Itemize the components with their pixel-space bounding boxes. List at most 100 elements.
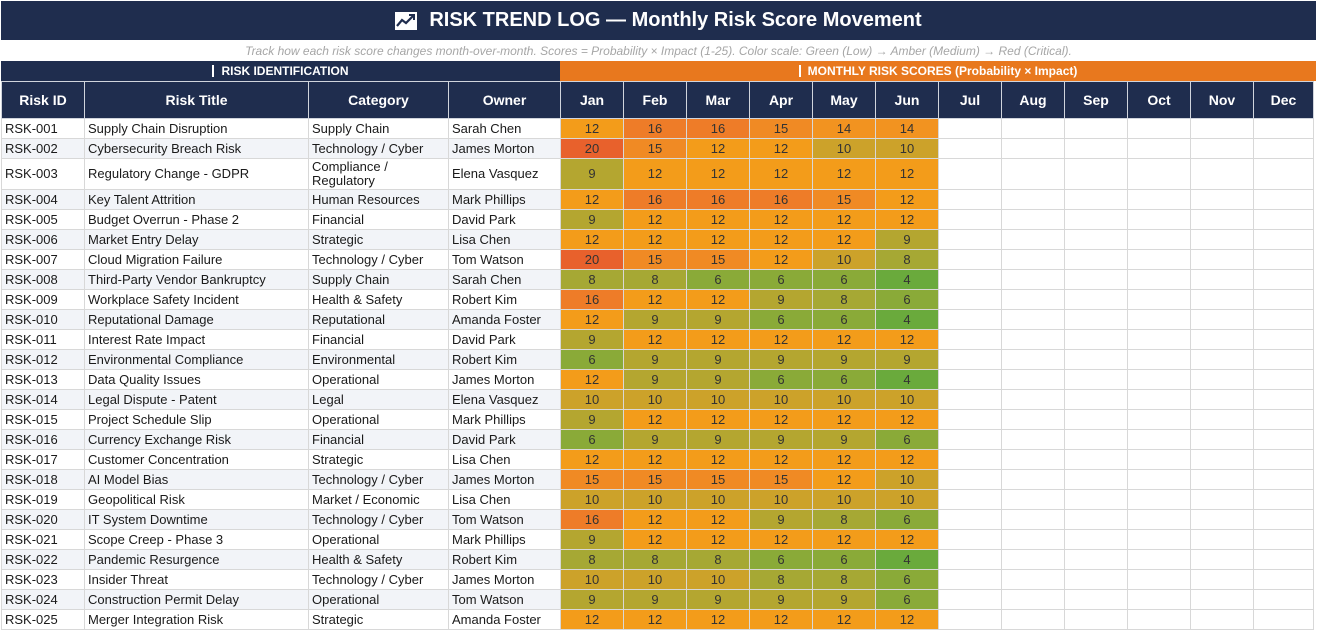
cell-score[interactable]: 12 <box>560 189 624 210</box>
cell-score-empty[interactable] <box>1190 529 1254 550</box>
cell-risk-title[interactable]: Legal Dispute - Patent <box>84 389 309 410</box>
cell-score[interactable]: 6 <box>875 569 939 590</box>
cell-category[interactable]: Operational <box>308 369 449 390</box>
cell-owner[interactable]: Mark Phillips <box>448 409 561 430</box>
cell-score[interactable]: 12 <box>623 158 687 190</box>
col-header-month[interactable]: Jul <box>938 81 1002 119</box>
cell-score-empty[interactable] <box>1253 589 1314 610</box>
cell-category[interactable]: Financial <box>308 429 449 450</box>
cell-score-empty[interactable] <box>1253 389 1314 410</box>
cell-score[interactable]: 16 <box>560 509 624 530</box>
cell-risk-title[interactable]: Key Talent Attrition <box>84 189 309 210</box>
cell-score[interactable]: 12 <box>875 529 939 550</box>
cell-score[interactable]: 12 <box>875 189 939 210</box>
cell-score[interactable]: 12 <box>749 229 813 250</box>
cell-score[interactable]: 10 <box>686 489 750 510</box>
cell-score-empty[interactable] <box>1253 609 1314 630</box>
cell-score[interactable]: 12 <box>812 449 876 470</box>
cell-score[interactable]: 8 <box>560 549 624 570</box>
cell-score[interactable]: 12 <box>812 229 876 250</box>
cell-risk-id[interactable]: RSK-016 <box>1 429 85 450</box>
cell-risk-id[interactable]: RSK-022 <box>1 549 85 570</box>
cell-risk-title[interactable]: Currency Exchange Risk <box>84 429 309 450</box>
cell-risk-title[interactable]: Geopolitical Risk <box>84 489 309 510</box>
cell-category[interactable]: Financial <box>308 329 449 350</box>
cell-score[interactable]: 8 <box>812 509 876 530</box>
cell-score-empty[interactable] <box>938 289 1002 310</box>
cell-score-empty[interactable] <box>1064 229 1128 250</box>
cell-score-empty[interactable] <box>1190 589 1254 610</box>
cell-score-empty[interactable] <box>938 118 1002 139</box>
cell-score-empty[interactable] <box>1253 549 1314 570</box>
cell-score-empty[interactable] <box>1127 289 1191 310</box>
cell-score-empty[interactable] <box>1253 349 1314 370</box>
col-header-category[interactable]: Category <box>308 81 449 119</box>
cell-score-empty[interactable] <box>938 309 1002 330</box>
cell-score[interactable]: 12 <box>686 289 750 310</box>
cell-risk-id[interactable]: RSK-021 <box>1 529 85 550</box>
cell-score-empty[interactable] <box>1190 229 1254 250</box>
cell-score[interactable]: 12 <box>812 609 876 630</box>
cell-score-empty[interactable] <box>1253 369 1314 390</box>
cell-score[interactable]: 9 <box>686 309 750 330</box>
cell-risk-title[interactable]: Insider Threat <box>84 569 309 590</box>
col-header-month[interactable]: Aug <box>1001 81 1065 119</box>
cell-score[interactable]: 9 <box>560 329 624 350</box>
cell-score[interactable]: 9 <box>749 509 813 530</box>
col-header-month[interactable]: May <box>812 81 876 119</box>
cell-score-empty[interactable] <box>1190 349 1254 370</box>
cell-score-empty[interactable] <box>1190 369 1254 390</box>
cell-score-empty[interactable] <box>1190 469 1254 490</box>
cell-score-empty[interactable] <box>1190 549 1254 570</box>
cell-score[interactable]: 4 <box>875 369 939 390</box>
cell-score[interactable]: 15 <box>812 189 876 210</box>
cell-risk-title[interactable]: Construction Permit Delay <box>84 589 309 610</box>
cell-score-empty[interactable] <box>938 269 1002 290</box>
cell-score-empty[interactable] <box>1001 189 1065 210</box>
cell-category[interactable]: Environmental <box>308 349 449 370</box>
cell-score[interactable]: 12 <box>749 209 813 230</box>
cell-owner[interactable]: David Park <box>448 209 561 230</box>
cell-score[interactable]: 4 <box>875 269 939 290</box>
cell-risk-id[interactable]: RSK-019 <box>1 489 85 510</box>
cell-score[interactable]: 12 <box>749 138 813 159</box>
cell-score-empty[interactable] <box>1001 249 1065 270</box>
cell-score[interactable]: 9 <box>623 369 687 390</box>
cell-risk-id[interactable]: RSK-011 <box>1 329 85 350</box>
cell-score[interactable]: 14 <box>812 118 876 139</box>
cell-risk-title[interactable]: Environmental Compliance <box>84 349 309 370</box>
cell-score[interactable]: 10 <box>812 138 876 159</box>
cell-score[interactable]: 14 <box>875 118 939 139</box>
cell-score-empty[interactable] <box>1127 449 1191 470</box>
cell-score-empty[interactable] <box>938 549 1002 570</box>
cell-score[interactable]: 6 <box>812 369 876 390</box>
cell-score[interactable]: 6 <box>560 349 624 370</box>
cell-score-empty[interactable] <box>1127 389 1191 410</box>
cell-score-empty[interactable] <box>1190 489 1254 510</box>
cell-category[interactable]: Technology / Cyber <box>308 569 449 590</box>
cell-score[interactable]: 6 <box>875 429 939 450</box>
cell-score-empty[interactable] <box>1253 138 1314 159</box>
cell-score-empty[interactable] <box>1127 609 1191 630</box>
cell-score[interactable]: 16 <box>749 189 813 210</box>
cell-score-empty[interactable] <box>1253 189 1314 210</box>
cell-score-empty[interactable] <box>1001 118 1065 139</box>
cell-score-empty[interactable] <box>1190 158 1254 190</box>
cell-risk-id[interactable]: RSK-017 <box>1 449 85 470</box>
cell-owner[interactable]: David Park <box>448 429 561 450</box>
cell-score-empty[interactable] <box>938 389 1002 410</box>
cell-category[interactable]: Compliance / Regulatory <box>308 158 449 190</box>
cell-category[interactable]: Health & Safety <box>308 289 449 310</box>
cell-score-empty[interactable] <box>1127 118 1191 139</box>
cell-score[interactable]: 12 <box>749 329 813 350</box>
cell-score[interactable]: 12 <box>560 609 624 630</box>
cell-score-empty[interactable] <box>1001 589 1065 610</box>
cell-score[interactable]: 9 <box>560 529 624 550</box>
cell-risk-title[interactable]: Budget Overrun - Phase 2 <box>84 209 309 230</box>
cell-score[interactable]: 15 <box>686 469 750 490</box>
cell-score-empty[interactable] <box>1253 209 1314 230</box>
cell-score-empty[interactable] <box>1127 209 1191 230</box>
cell-score[interactable]: 12 <box>623 229 687 250</box>
cell-risk-id[interactable]: RSK-012 <box>1 349 85 370</box>
cell-score-empty[interactable] <box>1001 269 1065 290</box>
